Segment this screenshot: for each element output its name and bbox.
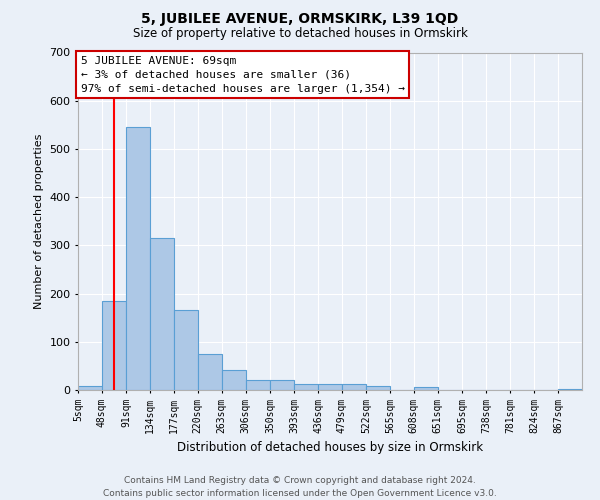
Bar [414,386,438,390]
Text: Contains HM Land Registry data © Crown copyright and database right 2024.
Contai: Contains HM Land Registry data © Crown c… [103,476,497,498]
Bar [174,310,198,390]
Bar [198,354,221,390]
Bar [294,384,318,390]
Text: Size of property relative to detached houses in Ormskirk: Size of property relative to detached ho… [133,28,467,40]
Bar [318,384,342,390]
Bar [245,380,270,390]
Bar [221,370,245,390]
Text: 5, JUBILEE AVENUE, ORMSKIRK, L39 1QD: 5, JUBILEE AVENUE, ORMSKIRK, L39 1QD [142,12,458,26]
Bar [78,386,102,390]
X-axis label: Distribution of detached houses by size in Ormskirk: Distribution of detached houses by size … [177,441,483,454]
Bar [102,301,126,390]
Bar [366,386,390,390]
Bar [150,238,174,390]
Y-axis label: Number of detached properties: Number of detached properties [34,134,44,309]
Bar [342,384,366,390]
Bar [126,127,150,390]
Bar [270,380,294,390]
Bar [558,389,582,390]
Text: 5 JUBILEE AVENUE: 69sqm
← 3% of detached houses are smaller (36)
97% of semi-det: 5 JUBILEE AVENUE: 69sqm ← 3% of detached… [80,56,404,94]
